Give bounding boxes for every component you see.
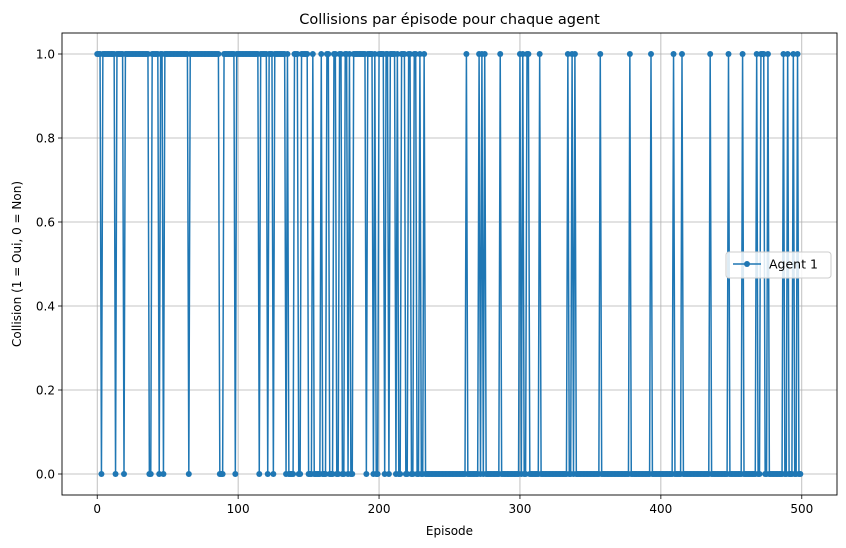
data-point	[264, 471, 271, 477]
data-point	[519, 51, 526, 57]
data-point	[536, 51, 543, 57]
data-point	[497, 51, 504, 57]
data-point	[338, 51, 344, 57]
data-point	[794, 51, 801, 57]
data-point	[98, 471, 105, 477]
data-point	[363, 471, 370, 477]
y-tick-label: 0.8	[36, 131, 55, 145]
axis-ticks: 0 100 200 300 400 500 0.0 0.2 0.4 0.6 0.8 1.0	[36, 47, 813, 516]
data-point	[270, 471, 277, 477]
data-point	[421, 51, 428, 57]
data-point	[760, 51, 767, 57]
data-point	[332, 51, 339, 57]
data-point	[412, 51, 419, 57]
data-point	[309, 51, 316, 57]
data-point	[290, 471, 297, 477]
legend-marker-swatch	[744, 261, 750, 267]
x-tick-label: 100	[227, 502, 250, 516]
data-point	[571, 51, 578, 57]
data-point	[340, 471, 347, 477]
data-point	[215, 51, 222, 57]
plot-area-frame	[61, 32, 838, 496]
data-point	[121, 471, 127, 477]
data-point	[394, 51, 401, 57]
data-point	[707, 51, 714, 57]
data-point	[648, 51, 654, 57]
data-point	[397, 471, 404, 477]
data-point	[481, 51, 488, 57]
data-point	[564, 51, 571, 57]
x-axis-label: Episode	[426, 524, 473, 538]
data-point	[739, 51, 746, 57]
data-point	[329, 471, 336, 477]
data-point	[374, 471, 381, 477]
x-tick-label: 200	[368, 502, 391, 516]
data-point	[256, 471, 263, 477]
data-point	[626, 51, 633, 57]
data-point	[144, 51, 151, 57]
data-point	[756, 471, 763, 477]
x-tick-label: 500	[790, 502, 813, 516]
x-tick-label: 0	[93, 502, 101, 516]
x-tick-label: 400	[649, 502, 672, 516]
data-point	[335, 471, 342, 477]
data-point	[670, 51, 677, 57]
data-point	[597, 51, 604, 57]
data-point	[112, 471, 119, 477]
data-point	[318, 51, 325, 57]
series-line	[97, 53, 801, 475]
data-point	[401, 51, 408, 57]
data-point	[780, 51, 787, 57]
data-point	[371, 51, 378, 57]
data-point	[297, 471, 304, 477]
data-point	[522, 471, 529, 477]
legend-label-agent-1: Agent 1	[769, 257, 818, 272]
data-point	[407, 51, 414, 57]
series-agent-1	[94, 51, 804, 477]
data-point	[725, 51, 732, 57]
data-point	[385, 471, 392, 477]
y-tick-label: 0.2	[36, 383, 55, 397]
data-point	[797, 471, 804, 477]
data-point	[381, 471, 388, 477]
y-axis-label: Collision (1 = Oui, 0 = Non)	[10, 181, 24, 347]
y-tick-label: 0.0	[36, 467, 55, 481]
data-point	[404, 471, 411, 477]
data-point	[525, 51, 532, 57]
y-tick-label: 1.0	[36, 47, 55, 61]
data-point	[346, 51, 353, 57]
data-point	[185, 471, 192, 477]
data-point	[160, 471, 167, 477]
data-point	[219, 471, 226, 477]
data-point	[304, 51, 311, 57]
data-point	[322, 471, 329, 477]
legend-box	[725, 251, 832, 279]
data-point	[790, 51, 797, 57]
y-tick-label: 0.6	[36, 215, 55, 229]
data-point	[325, 51, 332, 57]
data-point	[463, 51, 470, 57]
data-point	[409, 471, 416, 477]
data-point	[232, 471, 239, 477]
data-point	[147, 471, 154, 477]
data-point	[284, 51, 291, 57]
y-tick-label: 0.4	[36, 299, 55, 313]
chart-title: Collisions par épisode pour chaque agent	[299, 12, 600, 28]
grid-lines	[62, 33, 837, 495]
legend: Agent 1	[725, 251, 832, 279]
data-point	[156, 471, 163, 477]
data-point	[784, 51, 791, 57]
x-tick-label: 300	[509, 502, 532, 516]
data-point	[753, 51, 760, 57]
data-point	[679, 51, 685, 57]
data-point	[416, 51, 423, 57]
data-point	[349, 471, 356, 477]
data-point	[764, 51, 771, 57]
data-point	[294, 51, 301, 57]
